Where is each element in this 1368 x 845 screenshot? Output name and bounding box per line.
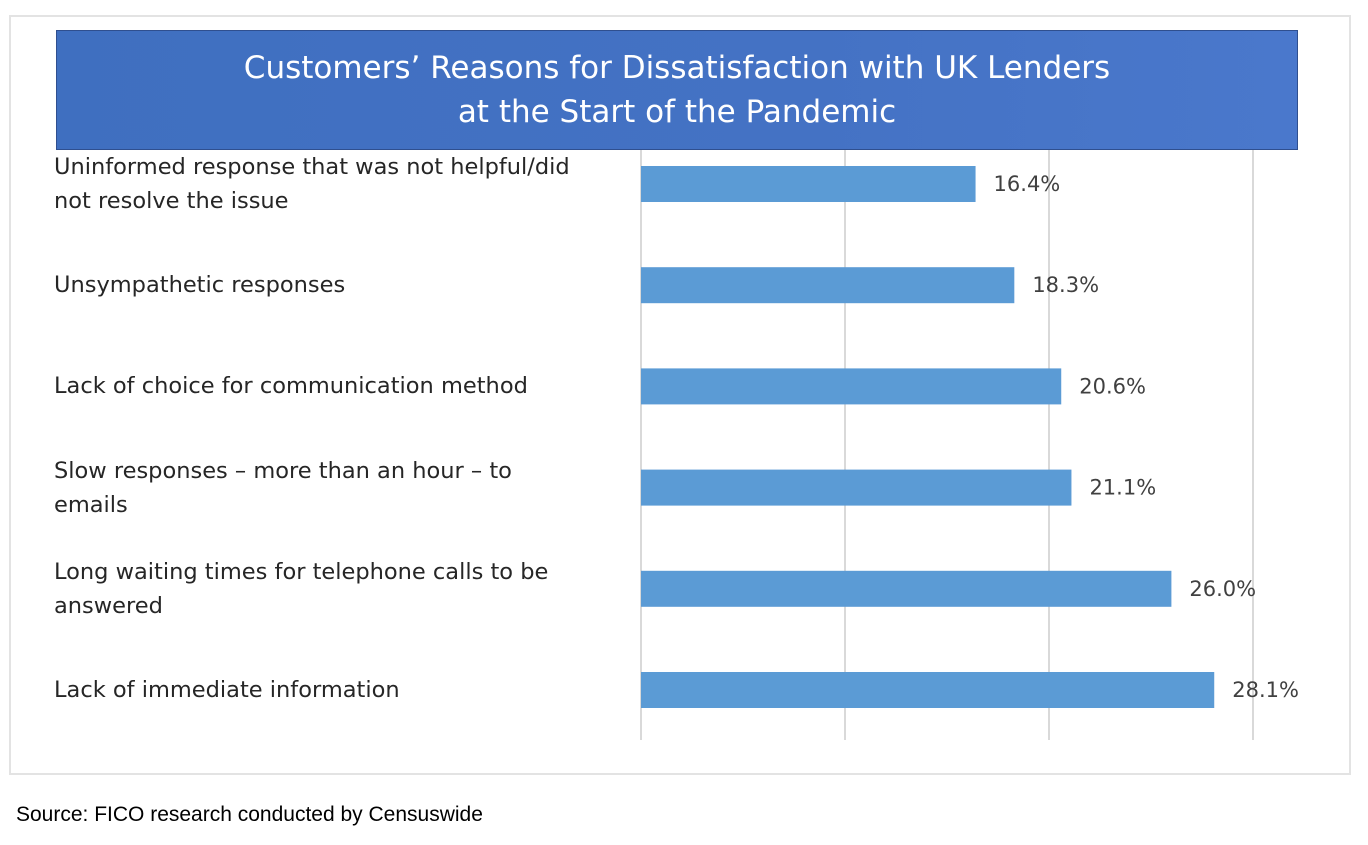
bar	[641, 368, 1062, 405]
value-label: 18.3%	[1032, 273, 1099, 297]
bar	[641, 469, 1072, 506]
source-note: Source: FICO research conducted by Censu…	[16, 803, 483, 826]
category-label: Lack of choice for communication method	[54, 373, 528, 400]
category-label: Long waiting times for telephone calls t…	[54, 558, 549, 619]
value-label: 28.1%	[1232, 678, 1299, 702]
category-label: Unsympathetic responses	[54, 272, 346, 299]
bar	[641, 267, 1015, 304]
category-label: Uninformed response that was not helpful…	[54, 154, 570, 214]
bar	[641, 570, 1172, 607]
category-label: Slow responses – more than an hour – to …	[54, 457, 512, 518]
chart-frame	[9, 15, 1351, 775]
value-label: 16.4%	[994, 172, 1061, 196]
bar	[641, 166, 976, 202]
value-label: 21.1%	[1089, 476, 1156, 500]
category-label: Lack of immediate information	[54, 677, 400, 703]
value-label: 26.0%	[1189, 577, 1256, 601]
chart-title: Customers’ Reasons for Dissatisfaction w…	[56, 30, 1298, 150]
bar	[641, 672, 1215, 708]
value-label: 20.6%	[1079, 374, 1146, 398]
